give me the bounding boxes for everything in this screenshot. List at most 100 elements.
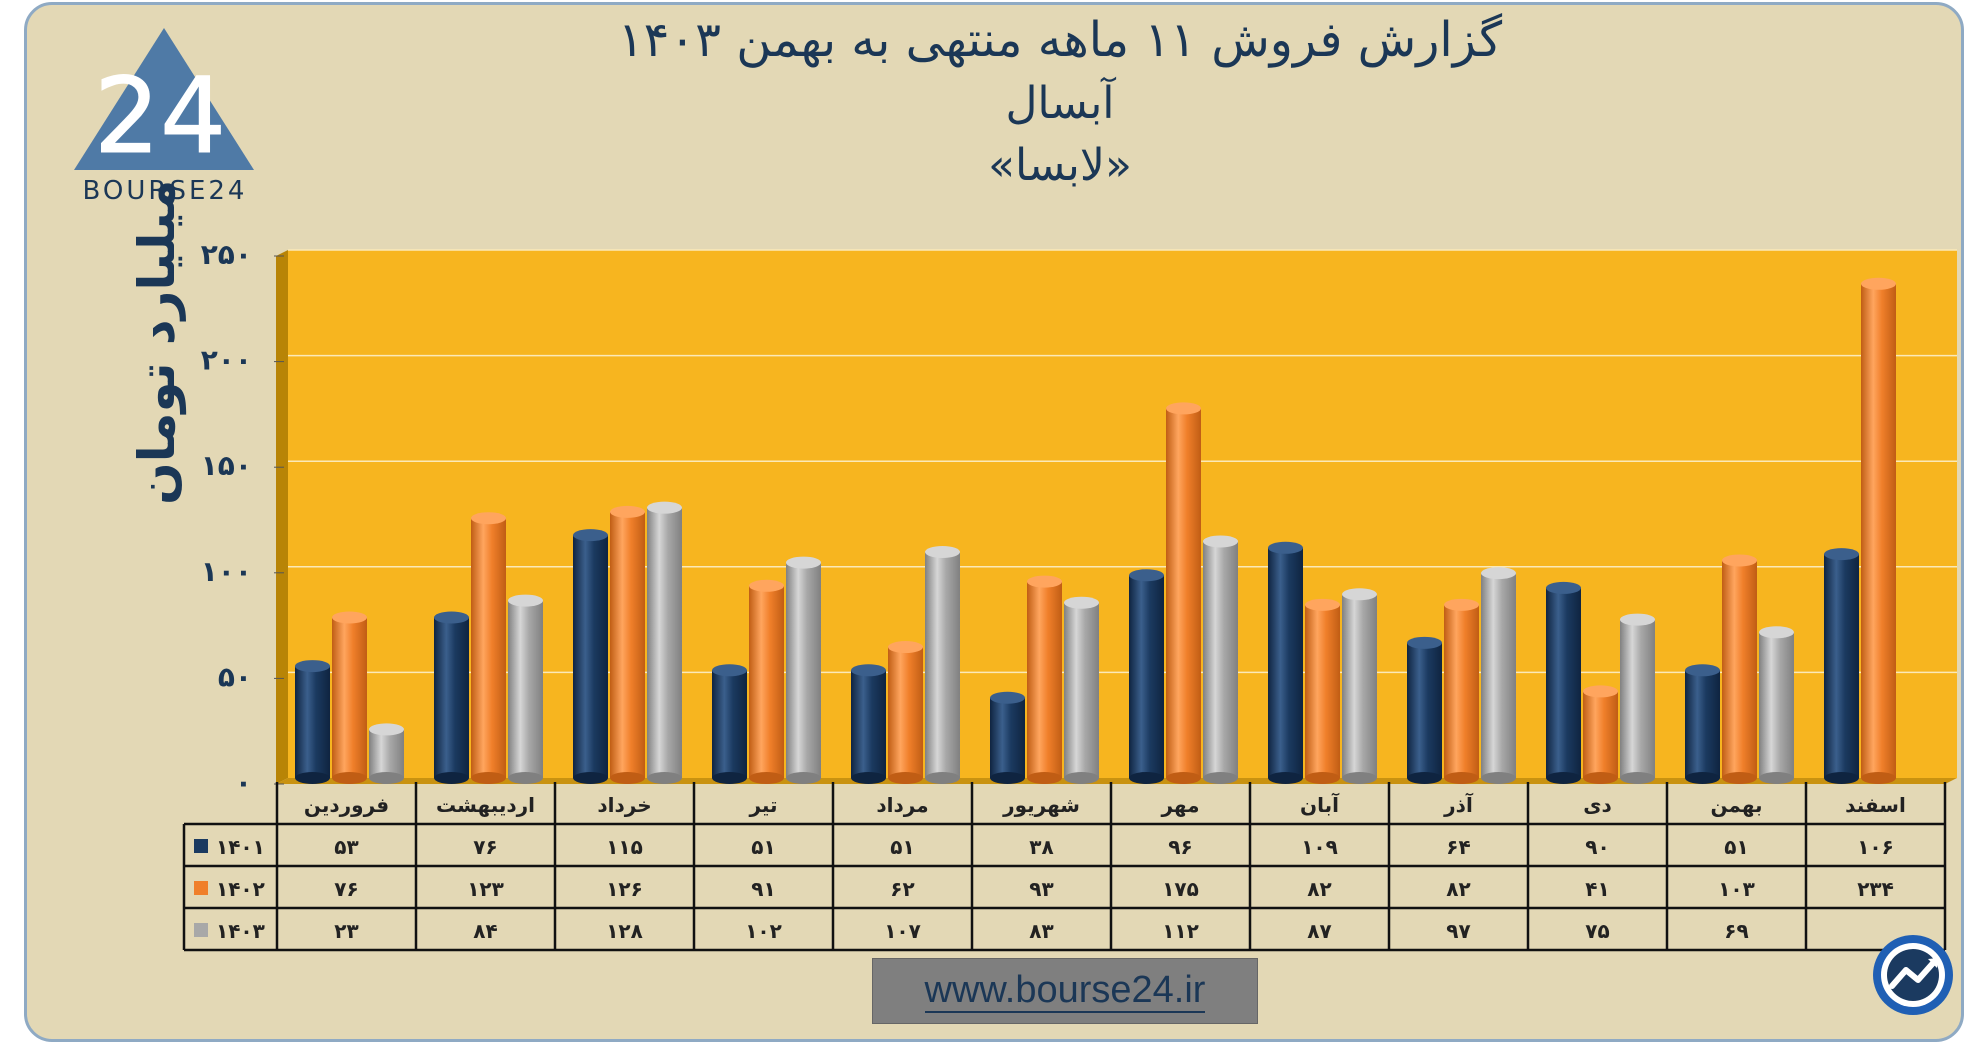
bar-base — [712, 772, 747, 784]
x-tick-label: شهریور — [1002, 793, 1080, 817]
legend-swatch — [194, 881, 208, 895]
bar-base — [1268, 772, 1303, 784]
bar-cap — [749, 579, 784, 592]
bar-۱۴۰۳-شهریور — [1064, 602, 1099, 778]
bar-۱۴۰۲-آبان — [1305, 604, 1340, 778]
bar-۱۴۰۳-مهر — [1203, 541, 1238, 778]
chart-subtitle-symbol: «لابسا» — [988, 140, 1132, 191]
bar-۱۴۰۳-خرداد — [647, 507, 682, 778]
bar-base — [471, 772, 506, 784]
data-label: ۹۳ — [1029, 877, 1053, 901]
bar-base — [1342, 772, 1377, 784]
bar-۱۴۰۱-فروردین — [295, 666, 330, 778]
bar-۱۴۰۳-فروردین — [369, 729, 404, 778]
bar-base — [332, 772, 367, 784]
bar-cap — [1759, 626, 1794, 639]
data-label: ۹۶ — [1168, 835, 1192, 859]
data-label: ۱۱۲ — [1162, 919, 1199, 943]
bar-cap — [851, 664, 886, 677]
data-label: ۹۷ — [1446, 919, 1470, 943]
bar-۱۴۰۲-اسفند — [1861, 283, 1896, 778]
y-tick-label: ۵۰ — [218, 660, 252, 693]
bar-cap — [1481, 567, 1516, 580]
bar-base — [1027, 772, 1062, 784]
x-tick-label: خرداد — [597, 793, 651, 817]
bar-cap — [1129, 569, 1164, 582]
bar-۱۴۰۲-مهر — [1166, 408, 1201, 778]
bar-base — [851, 772, 886, 784]
bar-cap — [332, 611, 367, 624]
bar-۱۴۰۲-آذر — [1444, 604, 1479, 778]
logo-mark-text: 24 — [94, 55, 226, 177]
data-label: ۱۰۷ — [884, 919, 921, 943]
bar-cap — [610, 505, 645, 518]
y-tick-label: ۲۰۰ — [201, 344, 252, 377]
bar-base — [1722, 772, 1757, 784]
bar-۱۴۰۱-شهریور — [990, 697, 1025, 778]
x-tick-label: بهمن — [1710, 793, 1762, 817]
bar-base — [434, 772, 469, 784]
data-label: ۶۴ — [1446, 835, 1470, 859]
bar-۱۴۰۱-مهر — [1129, 575, 1164, 778]
trend-icon — [1873, 935, 1953, 1015]
bourse24-logo: 24 — [74, 28, 254, 178]
data-label: ۲۳ — [334, 919, 358, 943]
bar-cap — [1203, 535, 1238, 548]
data-label: ۱۲۶ — [606, 877, 643, 901]
bar-base — [1481, 772, 1516, 784]
bar-base — [573, 772, 608, 784]
bar-۱۴۰۲-خرداد — [610, 511, 645, 778]
bar-cap — [1027, 575, 1062, 588]
bar-cap — [471, 512, 506, 525]
data-label: ۱۲۳ — [467, 877, 504, 901]
data-label: ۹۰ — [1585, 835, 1609, 859]
y-tick-label: ۱۵۰ — [201, 449, 252, 482]
bar-۱۴۰۱-مرداد — [851, 670, 886, 778]
bar-cap — [888, 641, 923, 654]
bar-۱۴۰۱-تیر — [712, 670, 747, 778]
bar-cap — [1685, 664, 1720, 677]
bar-base — [647, 772, 682, 784]
bar-base — [1824, 772, 1859, 784]
bar-۱۴۰۲-شهریور — [1027, 581, 1062, 778]
bar-base — [786, 772, 821, 784]
bar-۱۴۰۳-مرداد — [925, 552, 960, 778]
bar-cap — [1268, 541, 1303, 554]
bar-base — [610, 772, 645, 784]
bar-cap — [647, 501, 682, 514]
data-label: ۸۳ — [1029, 919, 1053, 943]
bar-cap — [990, 691, 1025, 704]
website-link[interactable]: www.bourse24.ir — [872, 958, 1258, 1024]
chart-title: گزارش فروش ۱۱ ماهه منتهی به بهمن ۱۴۰۳ — [617, 12, 1503, 68]
y-tick-label: ۱۰۰ — [201, 555, 252, 588]
data-label: ۵۳ — [334, 835, 358, 859]
data-label: ۱۱۵ — [606, 835, 643, 859]
bar-base — [508, 772, 543, 784]
data-label: ۱۲۸ — [606, 919, 643, 943]
bar-base — [749, 772, 784, 784]
bar-cap — [369, 723, 404, 736]
data-label: ۸۲ — [1307, 877, 1331, 901]
x-tick-label: تیر — [748, 793, 777, 817]
plot-floor — [276, 778, 1957, 784]
bar-۱۴۰۲-فروردین — [332, 617, 367, 778]
bar-base — [295, 772, 330, 784]
bar-۱۴۰۳-تیر — [786, 562, 821, 778]
bar-۱۴۰۳-بهمن — [1759, 632, 1794, 778]
data-label: ۸۷ — [1307, 919, 1331, 943]
bar-base — [1064, 772, 1099, 784]
bar-cap — [1166, 402, 1201, 415]
bar-۱۴۰۲-مرداد — [888, 647, 923, 778]
data-label: ۵۱ — [1724, 835, 1748, 859]
bar-cap — [1546, 581, 1581, 594]
chart-subtitle-company: آبسال — [1005, 78, 1115, 129]
bar-۱۴۰۱-آبان — [1268, 547, 1303, 778]
bar-base — [925, 772, 960, 784]
data-label: ۹۱ — [751, 877, 775, 901]
y-tick-label: ۰ — [235, 766, 252, 799]
bar-۱۴۰۳-دی — [1620, 619, 1655, 778]
x-tick-label: مهر — [1160, 793, 1199, 817]
plot-side-wall — [276, 250, 288, 784]
bar-base — [888, 772, 923, 784]
